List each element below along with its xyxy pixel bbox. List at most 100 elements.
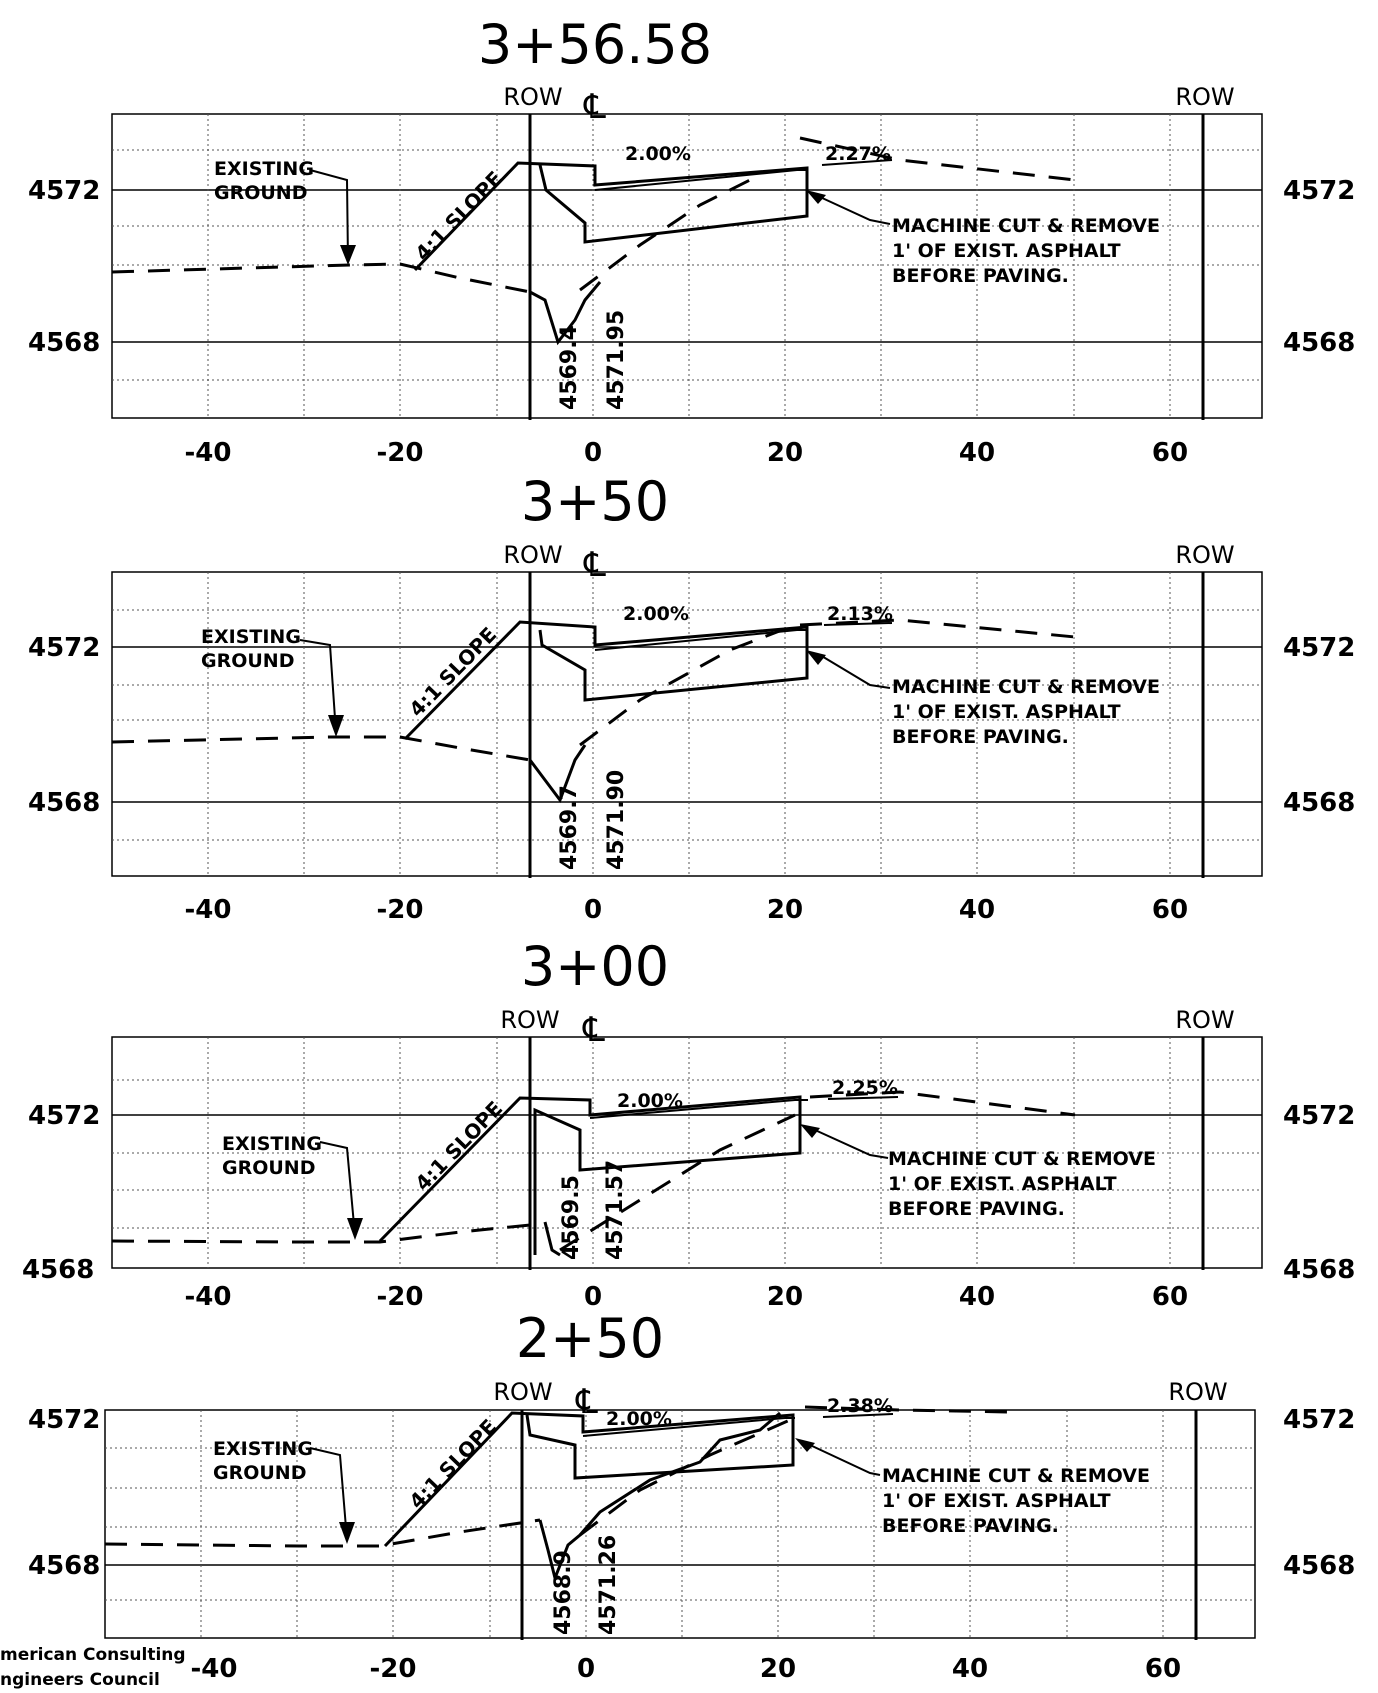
row-label-left: ROW — [503, 83, 562, 111]
credit-line-1: merican Consulting — [0, 1645, 186, 1665]
slope-label: 4:1 SLOPE — [404, 622, 501, 721]
proposed-surface — [594, 169, 808, 191]
svg-text:40: 40 — [959, 438, 995, 468]
note-arrowhead — [806, 190, 826, 204]
elevation-label-4572-left: 4572 — [28, 633, 100, 663]
svg-text:-20: -20 — [377, 438, 424, 468]
grid — [105, 1410, 1255, 1638]
leader-arrowhead — [340, 245, 356, 265]
machine-cut-note-line-2: 1' OF EXIST. ASPHALT — [882, 1490, 1111, 1512]
cross-slope-underline — [822, 1413, 894, 1418]
station-title: 3+56.58 — [478, 13, 712, 76]
machine-cut-note-line-1: MACHINE CUT & REMOVE — [892, 676, 1160, 698]
row-label-right: ROW — [1175, 1006, 1234, 1034]
leader-arrowhead — [328, 715, 344, 737]
station-title: 3+00 — [521, 935, 669, 998]
existing-ground-leader — [309, 169, 349, 263]
existing-ground-line-right — [809, 1090, 1076, 1117]
row-label-right: ROW — [1175, 83, 1234, 111]
cross-slope-left: 2.00% — [623, 603, 689, 625]
existing-ground-dip — [543, 1221, 561, 1257]
cross-slope-right: 2.13% — [827, 603, 893, 625]
leader-arrowhead — [339, 1522, 355, 1544]
grid — [112, 572, 1262, 876]
elevation-label-4572-right: 4572 — [1283, 1405, 1355, 1435]
elevation-label-4572-left: 4572 — [28, 1101, 100, 1131]
grid — [112, 114, 1262, 418]
note-arrowhead — [806, 650, 826, 665]
existing-ground-line-middle — [559, 1113, 796, 1252]
centerline-symbol: ℄ — [575, 1382, 598, 1422]
svg-text:0: 0 — [584, 1282, 602, 1312]
elevation-label-4568-right: 4568 — [1283, 1551, 1355, 1581]
existing-ground-leader — [299, 639, 337, 734]
existing-ground-line-right — [799, 618, 1076, 639]
svg-text:0: 0 — [584, 438, 602, 468]
existing-ground-leader — [319, 1141, 356, 1237]
machine-cut-note-line-3: BEFORE PAVING. — [888, 1198, 1065, 1220]
proposed-section — [383, 1411, 795, 1548]
existing-ground-dip — [529, 281, 602, 346]
proposed-section — [378, 1095, 802, 1255]
elevation-label-4572-right: 4572 — [1283, 633, 1355, 663]
note-arrowhead — [795, 1438, 815, 1452]
svg-text:20: 20 — [767, 438, 803, 468]
plot-frame — [111, 571, 1263, 877]
design-elevation-label: 4571.57 — [603, 1160, 628, 1260]
svg-text:60: 60 — [1152, 1282, 1188, 1312]
proposed-surface — [582, 1417, 795, 1437]
svg-text:-20: -20 — [370, 1654, 417, 1684]
svg-text:-20: -20 — [377, 1282, 424, 1312]
cross-section-4: 2+50 ROW ℄ ROW 4572 4568 4572 456 — [28, 1307, 1355, 1684]
existing-elevation-label: 4569.7 — [557, 785, 582, 870]
machine-cut-note-line-3: BEFORE PAVING. — [882, 1515, 1059, 1537]
existing-ground-line-left — [104, 1518, 541, 1548]
row-label-right: ROW — [1168, 1378, 1227, 1406]
svg-text:20: 20 — [767, 895, 803, 925]
row-label-left: ROW — [500, 1006, 559, 1034]
note-leader — [819, 196, 891, 225]
elevation-label-4568-left: 4568 — [28, 788, 100, 818]
elevation-label-4568-right: 4568 — [1283, 1255, 1355, 1285]
machine-cut-note-line-3: BEFORE PAVING. — [892, 726, 1069, 748]
leader-arrowhead — [347, 1218, 363, 1240]
centerline-symbol: ℄ — [583, 545, 606, 585]
cross-slope-left: 2.00% — [606, 1408, 672, 1430]
existing-ground-label-line-1: EXISTING — [213, 1438, 313, 1460]
elevation-label-4572-left: 4572 — [28, 176, 100, 206]
row-label-right: ROW — [1175, 541, 1234, 569]
design-elevation-label: 4571.26 — [596, 1535, 621, 1635]
slope-label: 4:1 SLOPE — [410, 166, 507, 265]
slope-label: 4:1 SLOPE — [404, 1414, 501, 1513]
svg-text:20: 20 — [760, 1654, 796, 1684]
svg-text:40: 40 — [959, 1282, 995, 1312]
existing-ground-line-right — [799, 136, 1076, 182]
cross-slope-left: 2.00% — [625, 143, 691, 165]
existing-ground-line-middle — [579, 1418, 791, 1537]
design-elevation-label: 4571.90 — [604, 770, 629, 870]
proposed-section — [413, 161, 809, 272]
elevation-label-4572-right: 4572 — [1283, 176, 1355, 206]
note-leader — [814, 1129, 889, 1159]
existing-ground-leader — [309, 1447, 348, 1541]
svg-text:60: 60 — [1152, 895, 1188, 925]
cross-slope-right: 2.38% — [827, 1395, 893, 1417]
machine-cut-note-line-1: MACHINE CUT & REMOVE — [888, 1148, 1156, 1170]
svg-text:-20: -20 — [377, 895, 424, 925]
note-leader — [819, 654, 891, 689]
cross-slope-underline — [827, 1096, 899, 1100]
machine-cut-note-line-3: BEFORE PAVING. — [892, 265, 1069, 287]
svg-text:-40: -40 — [191, 1654, 238, 1684]
elevation-label-4568-left: 4568 — [28, 1551, 100, 1581]
svg-text:60: 60 — [1145, 1654, 1181, 1684]
cross-section-2: 3+50 ROW ℄ ROW 4572 4568 4572 — [28, 470, 1355, 925]
proposed-section — [403, 620, 809, 741]
elevation-label-4568-right: 4568 — [1283, 788, 1355, 818]
svg-text:40: 40 — [959, 895, 995, 925]
existing-elevation-label: 4569.4 — [557, 325, 582, 410]
design-elevation-label: 4571.95 — [604, 310, 629, 410]
svg-text:0: 0 — [584, 895, 602, 925]
machine-cut-note-line-2: 1' OF EXIST. ASPHALT — [888, 1173, 1117, 1195]
existing-ground-label-line-1: EXISTING — [214, 158, 314, 180]
